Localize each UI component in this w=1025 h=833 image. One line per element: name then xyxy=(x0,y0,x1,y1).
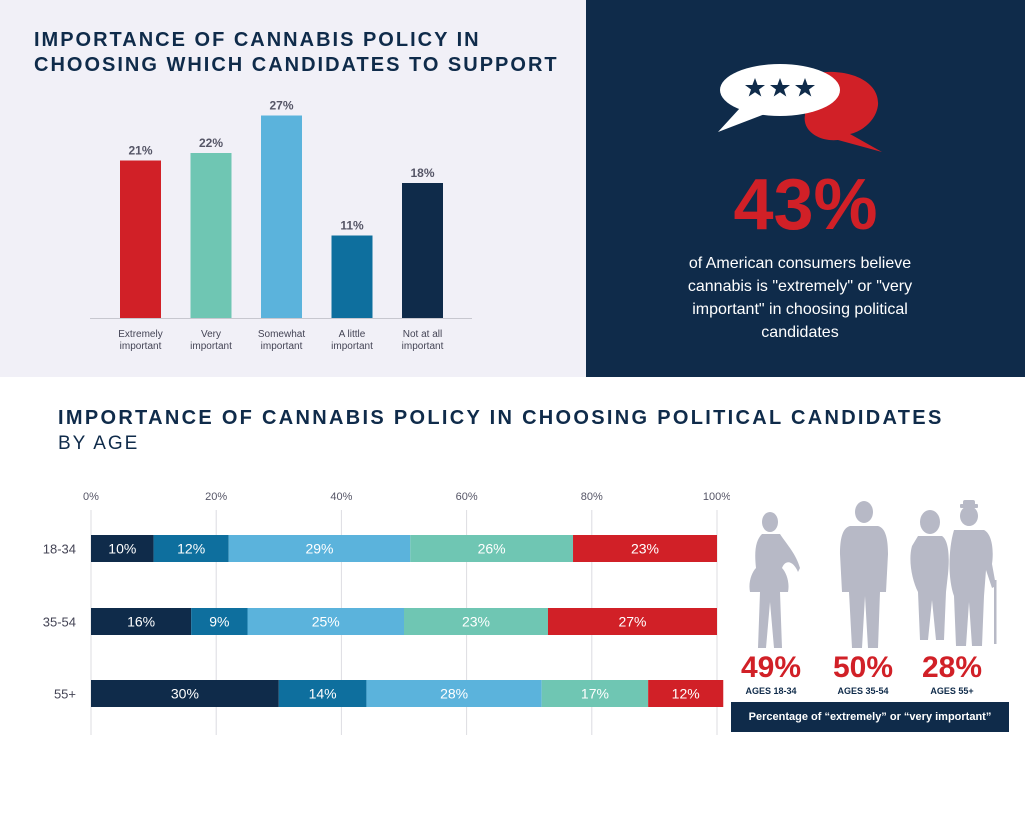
data-label: 10% xyxy=(108,541,136,557)
x-tick-label: 0% xyxy=(83,491,99,503)
age-summary-label: AGES 18-34 xyxy=(745,686,797,696)
row-label: 18-34 xyxy=(43,542,76,557)
tick-label: Very xyxy=(201,329,221,340)
data-label: 16% xyxy=(127,614,155,630)
headline-description: of American consumers believe cannabis i… xyxy=(687,255,913,341)
top-chart-title: IMPORTANCE OF CANNABIS POLICY IN CHOOSIN… xyxy=(34,29,559,76)
data-label: 23% xyxy=(462,614,490,630)
bottom-chart-subtitle: BY AGE xyxy=(58,433,140,454)
bar xyxy=(120,160,161,318)
bar-segment xyxy=(547,608,717,635)
data-label: 29% xyxy=(305,541,333,557)
row-label: 35-54 xyxy=(43,615,76,630)
bar-segment xyxy=(91,608,192,635)
top-right-panel xyxy=(586,0,1025,377)
row-label: 55+ xyxy=(54,687,76,702)
age-stacked-bar-chart: 0% 20% 40% 60% 80% 100% 18-34 10% 12% 29% 26% 23% 35… xyxy=(43,491,730,735)
x-tick-label: 20% xyxy=(205,491,227,503)
bar-segment xyxy=(541,680,649,707)
data-label: 23% xyxy=(631,541,659,557)
bar-segment xyxy=(228,535,411,562)
tick-label: important xyxy=(261,341,303,352)
data-label: 17% xyxy=(581,686,609,702)
data-label: 11% xyxy=(340,219,364,233)
tick-label: important xyxy=(190,341,232,352)
bar xyxy=(261,115,302,318)
tick-label: Extremely xyxy=(118,329,162,340)
tick-label: important xyxy=(331,341,373,352)
data-label: 12% xyxy=(672,686,700,702)
data-label: 21% xyxy=(128,144,152,158)
data-label: 27% xyxy=(618,614,646,630)
data-label: 14% xyxy=(309,686,337,702)
data-label: 18% xyxy=(410,166,434,180)
tick-label: Not at all xyxy=(403,329,442,340)
elderly-couple-silhouette-icon xyxy=(910,500,997,646)
data-label: 26% xyxy=(478,541,506,557)
top-bar-chart: 21%Extremelyimportant22%Veryimportant27%… xyxy=(90,99,472,352)
x-tick-label: 60% xyxy=(456,491,478,503)
age-summary-label: AGES 55+ xyxy=(930,686,974,696)
data-label: 25% xyxy=(312,614,340,630)
x-tick-label: 100% xyxy=(703,491,730,503)
bar xyxy=(402,183,443,318)
age-summary-pct: 28% xyxy=(921,651,983,684)
headline-percentage: 43% xyxy=(733,165,878,245)
data-label: 30% xyxy=(171,686,199,702)
woman-silhouette-icon xyxy=(749,512,800,648)
bar-segment xyxy=(191,608,248,635)
age-summary-pct: 50% xyxy=(832,651,894,684)
bar-segment xyxy=(404,608,548,635)
bar-segment xyxy=(366,680,542,707)
bar-segment xyxy=(153,535,229,562)
data-label: 28% xyxy=(440,686,468,702)
bar-segment xyxy=(648,680,724,707)
tick-label: A little xyxy=(339,329,366,340)
summary-legend-note: Percentage of “extremely” or “very impor… xyxy=(731,702,1009,732)
bar-segment xyxy=(573,535,717,562)
man-silhouette-icon xyxy=(840,501,888,648)
x-tick-label: 40% xyxy=(330,491,352,503)
speech-bubbles-stars-icon xyxy=(718,64,882,152)
bar-segment xyxy=(91,680,279,707)
data-label: 12% xyxy=(177,541,205,557)
bottom-chart-title: IMPORTANCE OF CANNABIS POLICY IN CHOOSIN… xyxy=(58,407,944,429)
bar xyxy=(331,235,373,318)
age-summary-pct: 49% xyxy=(740,651,802,684)
bar-segment xyxy=(247,608,404,635)
tick-label: important xyxy=(402,341,444,352)
data-label: 9% xyxy=(209,614,229,630)
bar-segment xyxy=(278,680,367,707)
tick-label: important xyxy=(120,341,162,352)
age-summary-label: AGES 35-54 xyxy=(837,686,889,696)
bar-segment xyxy=(410,535,574,562)
bar-segment xyxy=(91,535,154,562)
tick-label: Somewhat xyxy=(258,329,305,340)
data-label: 22% xyxy=(199,136,223,150)
bar xyxy=(190,153,232,318)
data-label: 27% xyxy=(269,99,293,113)
x-tick-label: 80% xyxy=(581,491,603,503)
